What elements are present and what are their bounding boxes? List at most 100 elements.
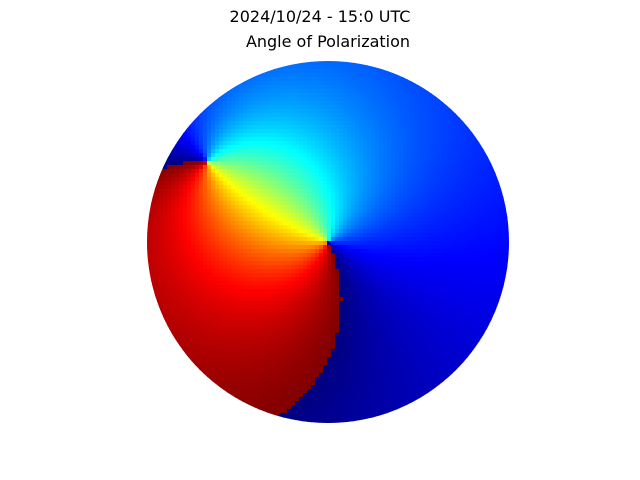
heatmap-cell (419, 85, 424, 90)
heatmap-cell (231, 137, 236, 142)
heatmap-cell (343, 81, 348, 86)
heatmap-cell (419, 93, 424, 98)
heatmap-cell (235, 297, 240, 302)
heatmap-cell (355, 269, 360, 274)
heatmap-cell (423, 189, 428, 194)
heatmap-cell (183, 177, 188, 182)
heatmap-cell (363, 93, 368, 98)
heatmap-cell (411, 209, 416, 214)
heatmap-cell (379, 105, 384, 110)
heatmap-cell (311, 93, 316, 98)
heatmap-cell (439, 237, 444, 242)
heatmap-cell (263, 77, 268, 82)
heatmap-cell (323, 101, 328, 106)
heatmap-cell (479, 185, 484, 190)
heatmap-cell (343, 73, 348, 78)
heatmap-cell (211, 113, 216, 118)
heatmap-cell (203, 113, 208, 118)
heatmap-cell (291, 205, 296, 210)
heatmap-cell (215, 249, 220, 254)
heatmap-cell (355, 89, 360, 94)
heatmap-cell (359, 161, 364, 166)
heatmap-cell (379, 221, 384, 226)
heatmap-cell (291, 237, 296, 242)
heatmap-cell (175, 141, 180, 146)
heatmap-cell (487, 193, 492, 198)
heatmap-cell (339, 173, 344, 178)
heatmap-cell (391, 105, 396, 110)
heatmap-cell (167, 197, 172, 202)
heatmap-cell (263, 121, 268, 126)
heatmap-cell (203, 261, 208, 266)
heatmap-cell (431, 277, 436, 282)
heatmap-cell (347, 181, 352, 186)
heatmap-cell (431, 237, 436, 242)
heatmap-cell (239, 181, 244, 186)
heatmap-cell (187, 301, 192, 306)
heatmap-cell (151, 285, 156, 290)
heatmap-cell (159, 189, 164, 194)
heatmap-cell (227, 101, 232, 106)
heatmap-cell (419, 301, 424, 306)
heatmap-cell (247, 177, 252, 182)
heatmap-cell (247, 249, 252, 254)
heatmap-cell (223, 273, 228, 278)
heatmap-cell (439, 289, 444, 294)
heatmap-cell (411, 217, 416, 222)
heatmap-cell (431, 125, 436, 130)
heatmap-cell (427, 125, 432, 130)
heatmap-cell (403, 261, 408, 266)
heatmap-cell (251, 205, 256, 210)
heatmap-cell (319, 145, 324, 150)
heatmap-cell (271, 109, 276, 114)
heatmap-cell (223, 289, 228, 294)
heatmap-cell (255, 189, 260, 194)
heatmap-cell (355, 61, 360, 66)
heatmap-cell (155, 281, 160, 286)
heatmap-cell (479, 305, 484, 310)
heatmap-cell (359, 213, 364, 218)
heatmap-cell (163, 217, 168, 222)
heatmap-cell (479, 201, 484, 206)
heatmap-cell (391, 189, 396, 194)
heatmap-cell (155, 193, 160, 198)
heatmap-cell (259, 141, 264, 146)
heatmap-cell (391, 265, 396, 270)
heatmap-cell (463, 185, 468, 190)
heatmap-cell (243, 113, 248, 118)
heatmap-cell (155, 305, 160, 310)
heatmap-cell (467, 221, 472, 226)
heatmap-cell (183, 169, 188, 174)
heatmap-cell (363, 285, 368, 290)
heatmap-cell (215, 221, 220, 226)
heatmap-cell (443, 273, 448, 278)
heatmap-cell (459, 277, 464, 282)
heatmap-cell (367, 273, 372, 278)
heatmap-cell (291, 217, 296, 222)
heatmap-cell (339, 81, 344, 86)
heatmap-cell (215, 117, 220, 122)
heatmap-cell (359, 145, 364, 150)
heatmap-cell (223, 113, 228, 118)
heatmap-cell (147, 257, 152, 262)
heatmap-cell (171, 269, 176, 274)
heatmap-cell (203, 205, 208, 210)
heatmap-cell (475, 261, 480, 266)
heatmap-cell (159, 201, 164, 206)
heatmap-cell (263, 217, 268, 222)
heatmap-cell (339, 181, 344, 186)
heatmap-cell (343, 205, 348, 210)
heatmap-cell (303, 281, 308, 286)
heatmap-cell (483, 257, 488, 262)
heatmap-cell (435, 217, 440, 222)
heatmap-cell (375, 149, 380, 154)
heatmap-cell (299, 137, 304, 142)
heatmap-cell (375, 197, 380, 202)
heatmap-cell (423, 301, 428, 306)
heatmap-cell (407, 101, 412, 106)
heatmap-cell (375, 289, 380, 294)
heatmap-cell (431, 305, 436, 310)
heatmap-cell (315, 197, 320, 202)
heatmap-cell (231, 173, 236, 178)
heatmap-cell (295, 145, 300, 150)
